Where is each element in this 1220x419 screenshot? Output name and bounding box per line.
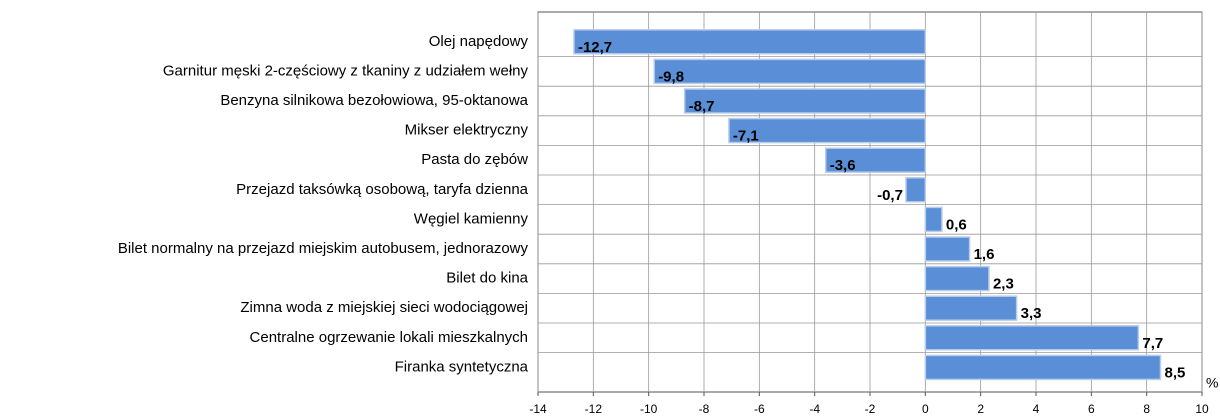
y-tick-label: Mikser elektryczny (405, 122, 529, 139)
y-tick-label: Firanka syntetyczna (395, 358, 529, 375)
value-label: 0,6 (946, 216, 967, 233)
y-tick-label: Bilet do kina (446, 270, 528, 287)
y-tick-label: Centralne ogrzewanie lokali mieszkalnych (250, 329, 528, 346)
value-label: -12,7 (578, 39, 612, 56)
bar (924, 354, 1162, 381)
x-tick-label: 6 (1088, 402, 1095, 416)
bar (924, 295, 1018, 321)
bar (824, 147, 927, 173)
x-tick-label: 0 (922, 402, 929, 416)
y-tick-label: Zimna woda z miejskiej sieci wodociągowe… (240, 299, 528, 316)
y-tick-label: Przejazd taksówką osobową, taryfa dzienn… (236, 181, 528, 198)
value-label: 8,5 (1165, 364, 1186, 381)
y-tick-label: Pasta do zębów (421, 151, 528, 168)
x-tick-label: -10 (640, 402, 658, 416)
y-tick-label: Benzyna silnikowa bezołowiowa, 95-oktano… (220, 92, 528, 109)
value-label: 3,3 (1021, 305, 1042, 322)
x-tick-label: -2 (865, 402, 876, 416)
bar (905, 177, 927, 203)
bar (683, 88, 927, 114)
value-label: 1,6 (974, 246, 995, 263)
y-tick-label: Garnitur męski 2-częściowy z tkaniny z u… (163, 62, 529, 79)
value-label: -8,7 (689, 98, 715, 115)
bar (728, 117, 927, 144)
x-tick-label: -4 (809, 402, 820, 416)
value-label: 7,7 (1142, 335, 1163, 352)
y-tick-label: Olej napędowy (429, 33, 529, 50)
x-tick-label: -12 (585, 402, 603, 416)
value-label: -0,7 (877, 187, 903, 204)
value-label: -9,8 (658, 68, 684, 85)
value-label: -7,1 (733, 128, 759, 145)
x-tick-label: -8 (699, 402, 710, 416)
x-tick-label: 8 (1143, 402, 1150, 416)
bar (924, 325, 1140, 351)
bar (924, 265, 990, 292)
y-tick-label: Bilet normalny na przejazd miejskim auto… (118, 240, 529, 257)
x-tick-label: -14 (529, 402, 547, 416)
x-axis-label: % (1206, 375, 1218, 391)
bar (573, 29, 927, 55)
value-label: 2,3 (993, 276, 1014, 293)
x-tick-label: 4 (1033, 402, 1040, 416)
bar (924, 206, 943, 233)
bar (924, 236, 971, 262)
x-tick-label: -6 (754, 402, 765, 416)
value-label: -3,6 (830, 157, 856, 174)
bar (653, 58, 927, 85)
x-tick-label: 2 (977, 402, 984, 416)
x-tick-label: 10 (1195, 402, 1209, 416)
y-tick-label: Węgiel kamienny (414, 210, 529, 227)
